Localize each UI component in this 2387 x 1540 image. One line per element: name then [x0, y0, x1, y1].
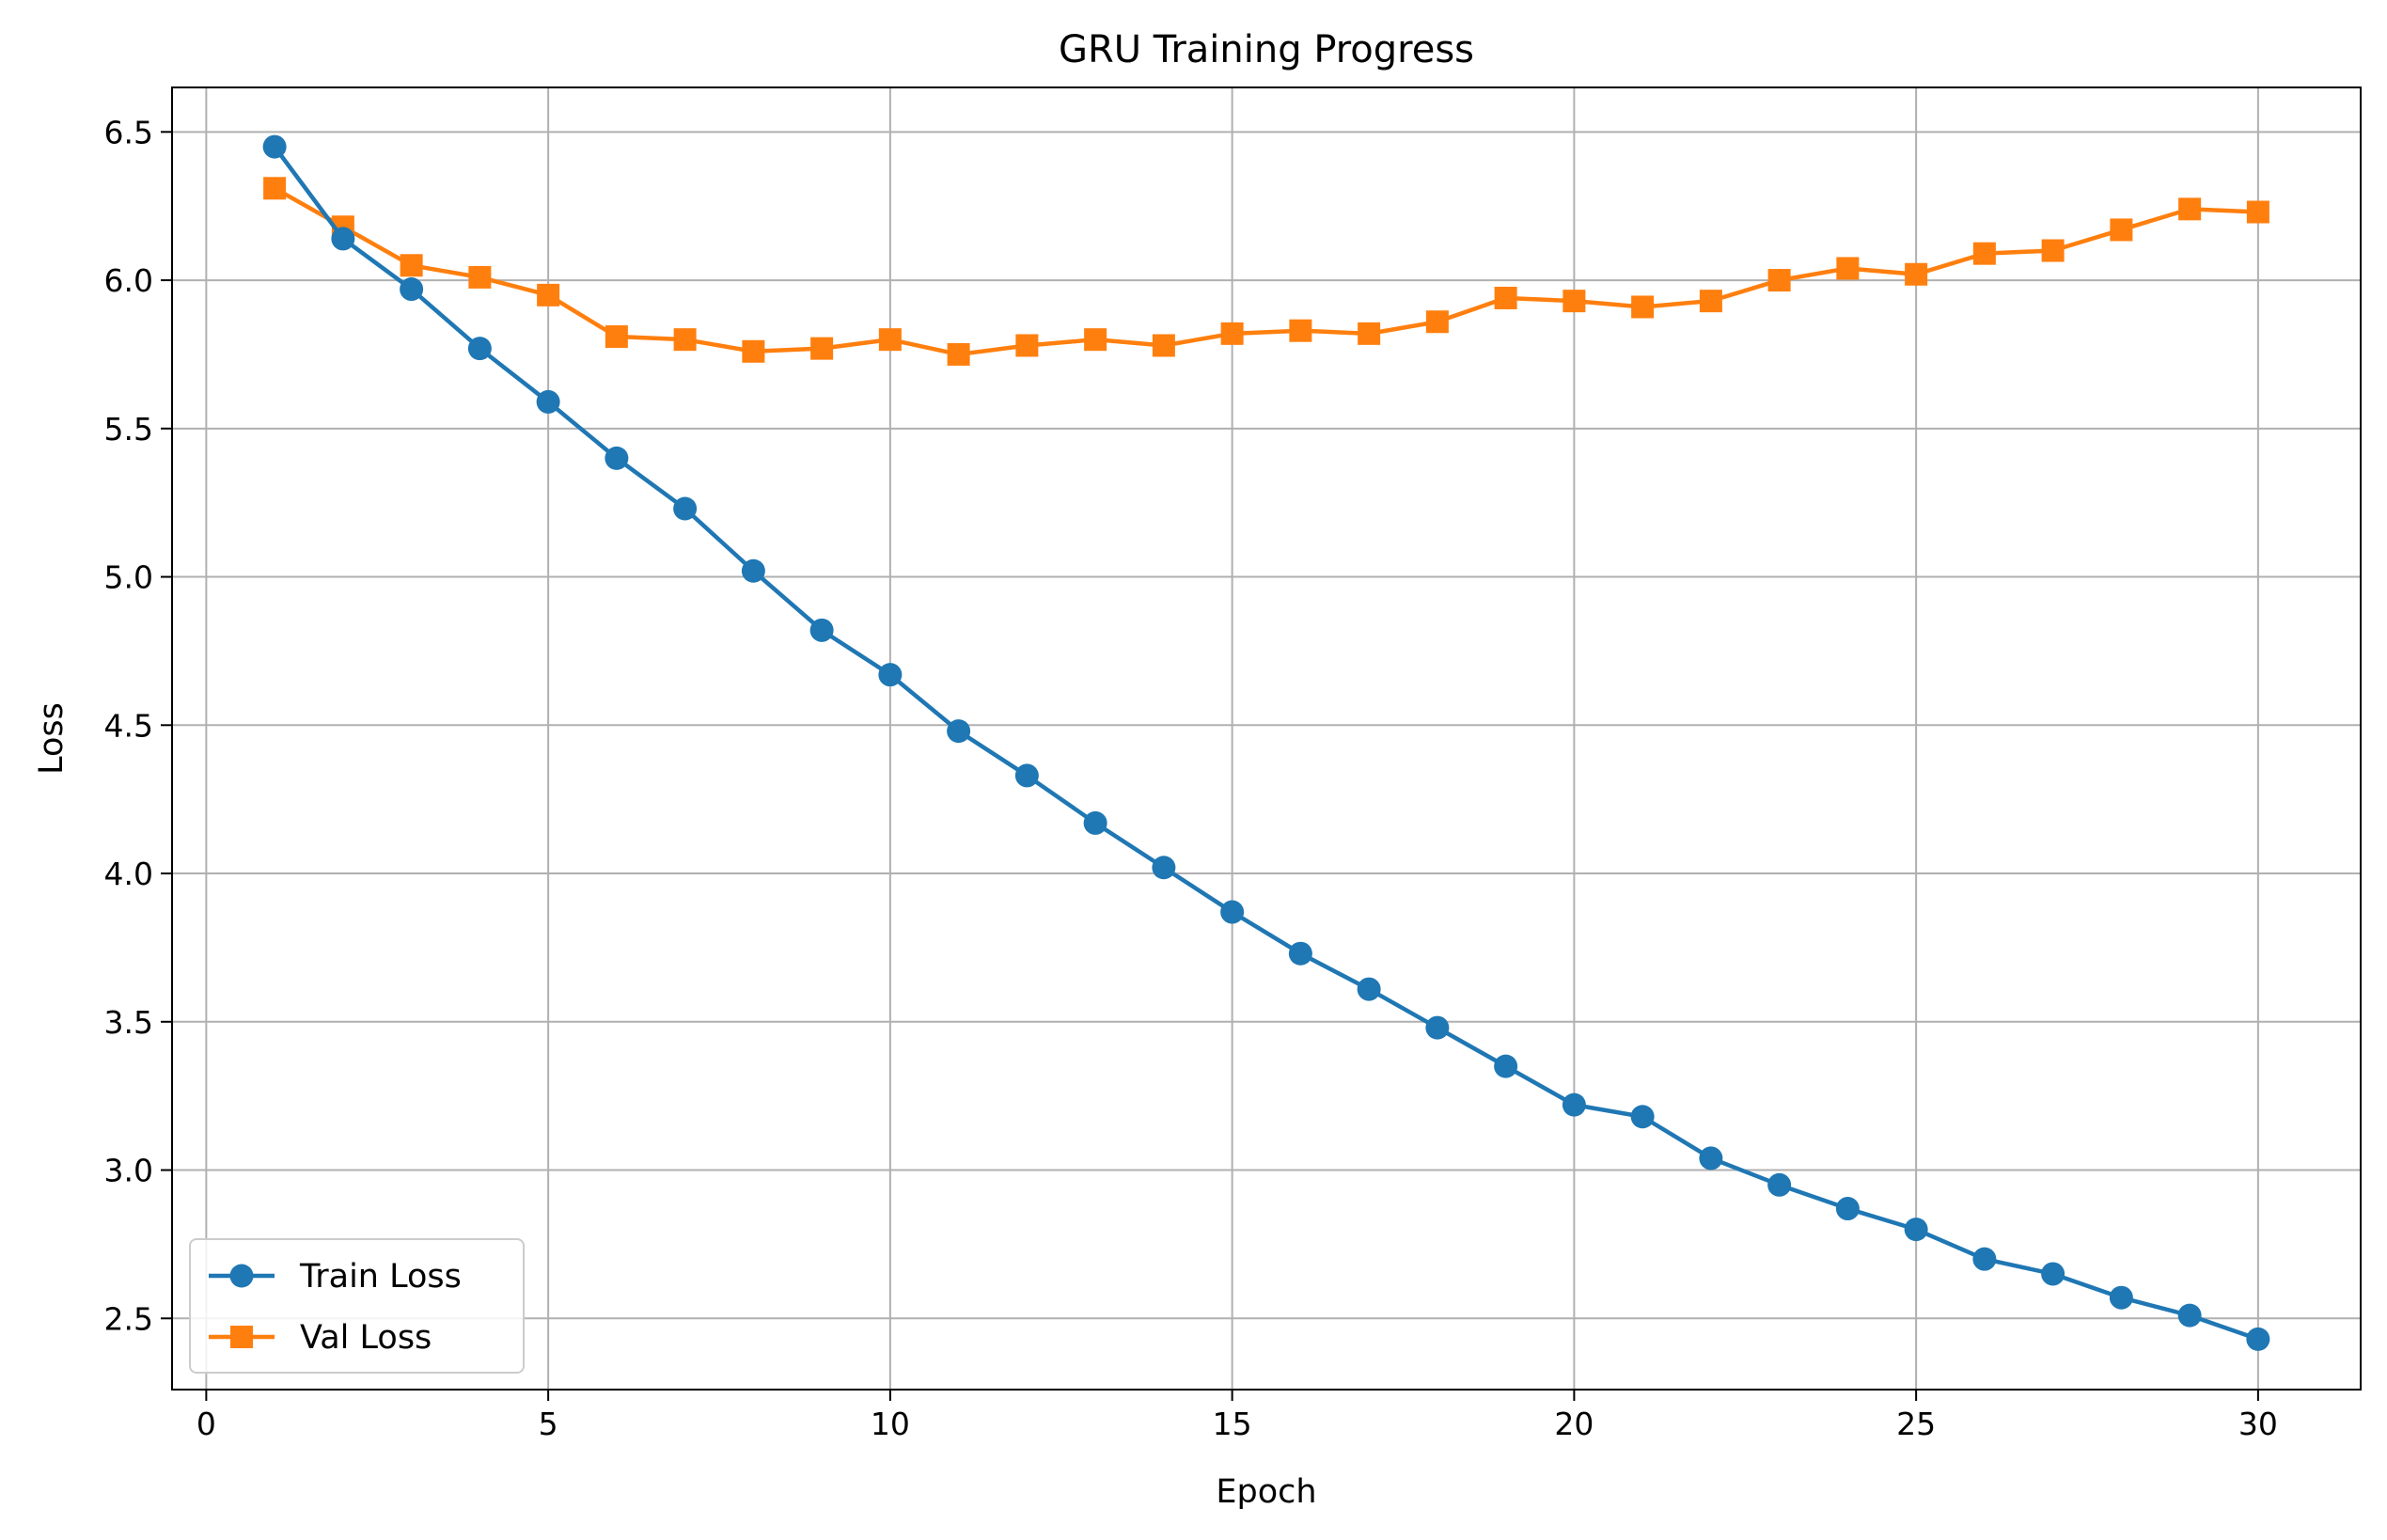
x-tick-label: 20: [1554, 1406, 1594, 1442]
data-point: [741, 558, 765, 583]
y-tick-label: 4.0: [104, 856, 153, 892]
data-point: [2041, 239, 2065, 262]
data-point: [2177, 1303, 2202, 1328]
data-point: [1014, 763, 1039, 788]
data-point: [1220, 322, 1244, 345]
data-point: [1015, 334, 1039, 357]
data-point: [605, 325, 628, 349]
data-point: [1358, 322, 1381, 345]
data-point: [1289, 319, 1312, 342]
legend-label: Val Loss: [300, 1319, 432, 1357]
y-tick-label: 5.5: [104, 411, 153, 448]
chart-title: GRU Training Progress: [1059, 28, 1474, 71]
data-point: [1836, 257, 1860, 280]
data-point: [1905, 262, 1928, 286]
data-point: [1425, 310, 1449, 334]
data-point: [673, 328, 697, 352]
data-point: [878, 663, 903, 687]
y-tick-label: 3.5: [104, 1004, 153, 1041]
data-point: [2178, 197, 2202, 221]
y-tick-label: 5.0: [104, 559, 153, 596]
data-point: [1425, 1015, 1450, 1040]
data-point: [1767, 1172, 1792, 1197]
data-point: [1562, 1092, 1586, 1117]
data-point: [2246, 1327, 2270, 1351]
data-point: [673, 496, 698, 521]
legend-box: [189, 1238, 525, 1374]
series-train-loss: [262, 134, 2270, 1351]
series-line: [274, 186, 2258, 357]
data-point: [1630, 1105, 1655, 1129]
y-tick-label: 6.5: [104, 114, 153, 150]
grid-lines: [172, 87, 2361, 1390]
data-point: [400, 254, 423, 277]
legend-item: Train Loss: [209, 1258, 462, 1296]
data-point: [262, 134, 287, 159]
data-point: [1563, 290, 1586, 313]
data-point: [1699, 1146, 1723, 1171]
y-tick-label: 3.0: [104, 1153, 153, 1189]
data-point: [2109, 1285, 2133, 1310]
data-point: [1357, 977, 1381, 1001]
series-val-loss: [263, 177, 2269, 366]
series-line: [273, 145, 2259, 1342]
data-point: [400, 277, 424, 302]
plot-series: [262, 134, 2270, 1351]
x-tick-label: 10: [871, 1406, 910, 1442]
data-point: [1631, 295, 1655, 319]
data-point: [809, 618, 834, 642]
data-point: [2041, 1262, 2065, 1286]
x-tick-label: 25: [1896, 1406, 1936, 1442]
data-point: [605, 446, 629, 470]
legend: Train Loss Val Loss: [189, 1238, 525, 1374]
data-point: [1152, 334, 1175, 357]
y-tick-label: 2.5: [104, 1300, 153, 1337]
data-point: [1083, 810, 1107, 835]
x-tick-label: 5: [539, 1406, 558, 1442]
data-point: [1084, 328, 1107, 352]
data-point: [1494, 286, 1517, 309]
legend-swatch-marker: [230, 1326, 253, 1348]
data-point: [1904, 1218, 1928, 1242]
data-point: [263, 177, 287, 200]
data-point: [947, 719, 971, 744]
y-tick-label: 4.5: [104, 707, 153, 744]
data-point: [810, 337, 834, 360]
x-tick-label: 0: [196, 1406, 216, 1442]
legend-label: Train Loss: [299, 1258, 462, 1296]
data-point: [1767, 269, 1791, 292]
data-point: [1288, 941, 1312, 966]
x-tick-label: 30: [2238, 1406, 2278, 1442]
axes-frame: [171, 86, 2362, 1391]
data-point: [878, 328, 902, 352]
data-point: [1699, 290, 1722, 313]
data-point: [742, 339, 765, 363]
data-point: [1494, 1054, 1518, 1078]
data-point: [331, 227, 355, 251]
x-tick-label: 15: [1213, 1406, 1252, 1442]
legend-swatch-marker: [229, 1264, 254, 1288]
y-tick-label: 6.0: [104, 262, 153, 299]
legend-item: Val Loss: [209, 1319, 432, 1357]
x-axis-label: Epoch: [1216, 1473, 1316, 1511]
data-point: [947, 342, 970, 366]
data-point: [1972, 242, 1996, 265]
data-point: [1972, 1247, 1997, 1271]
data-point: [467, 337, 492, 361]
y-axis-label: Loss: [33, 702, 71, 775]
data-point: [536, 389, 560, 414]
data-point: [1152, 856, 1176, 880]
data-point: [2110, 218, 2133, 242]
data-point: [537, 283, 560, 306]
data-point: [1220, 900, 1245, 924]
data-point: [1835, 1197, 1860, 1221]
axis-ticks: 0 5 10 15 20 25 30 2.5 3.0 3.5 4.0 4.5 5.0 5.5 6.0 6.5: [104, 114, 2278, 1442]
data-point: [468, 265, 492, 289]
data-point: [2246, 200, 2269, 224]
